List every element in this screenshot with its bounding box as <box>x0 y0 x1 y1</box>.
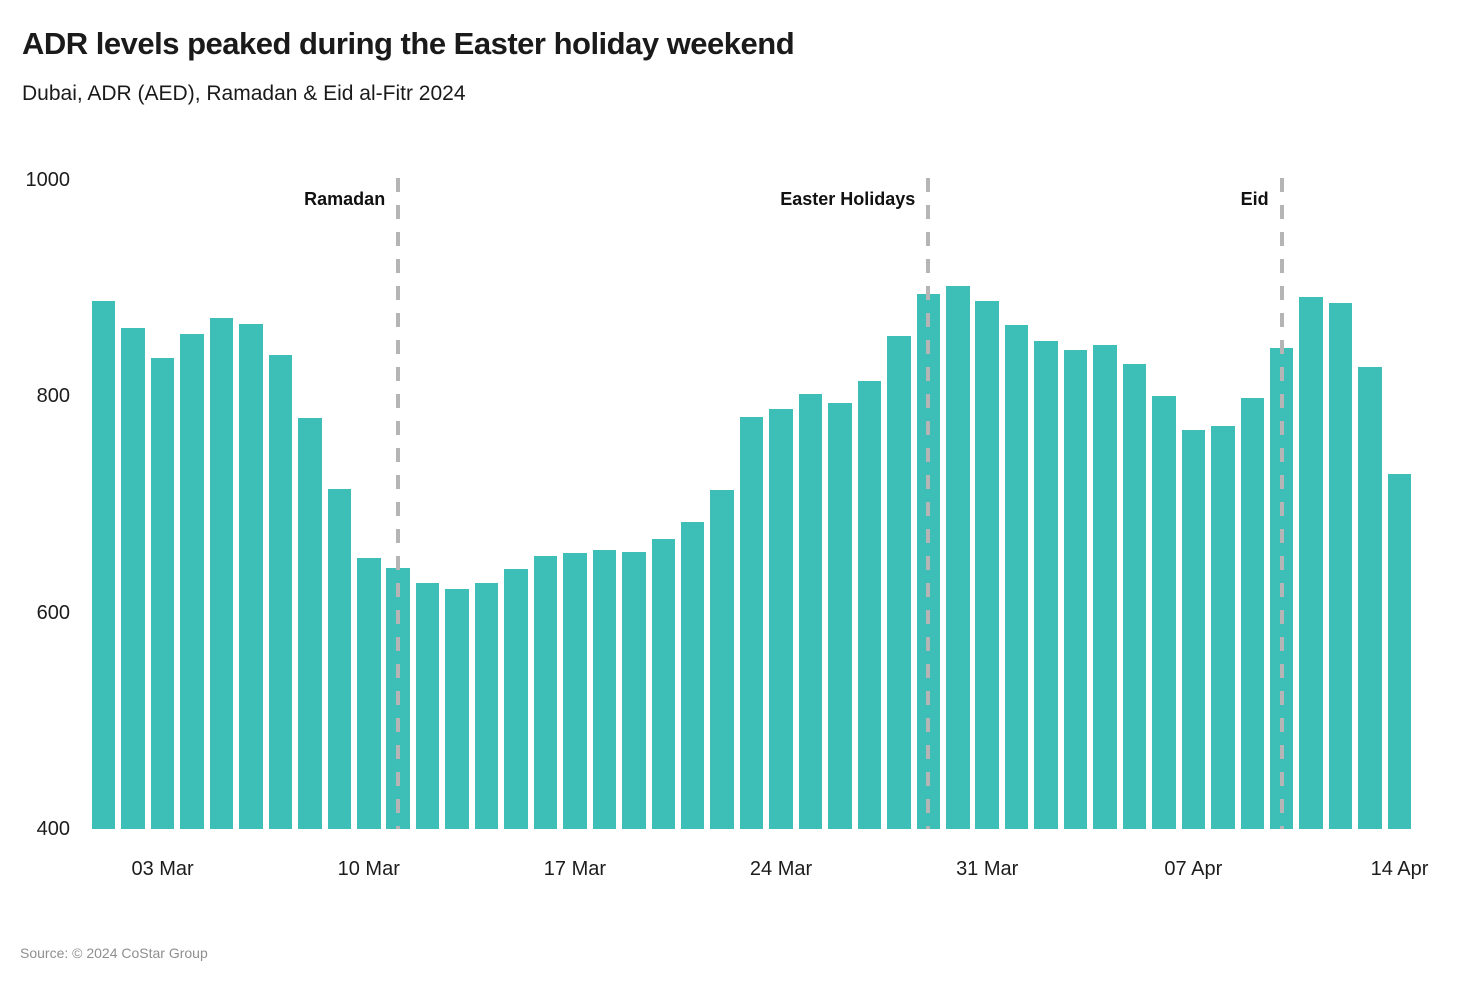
bar-26-mar <box>828 402 852 829</box>
bar-04-mar <box>180 333 204 829</box>
x-tick-label-24-mar: 24 Mar <box>749 858 813 880</box>
bar-25-mar <box>798 394 823 829</box>
bar-20-mar <box>651 539 675 829</box>
bar-09-apr <box>1240 398 1264 829</box>
page-subtitle: Dubai, ADR (AED), Ramadan & Eid al-Fitr … <box>22 82 466 105</box>
x-tick-label-17-mar: 17 Mar <box>543 858 607 880</box>
bar-21-mar <box>680 521 705 829</box>
bar-30-mar <box>946 286 970 829</box>
bar-16-mar <box>533 556 558 829</box>
bar-27-mar <box>857 381 882 829</box>
y-tick-label-800: 800 <box>36 385 70 408</box>
y-tick-label-1000: 1000 <box>25 169 71 191</box>
bar-19-mar <box>622 552 646 829</box>
bar-03-mar <box>150 358 175 829</box>
bar-11-apr <box>1299 296 1323 829</box>
bar-07-apr <box>1181 429 1206 829</box>
ramadan-divider-line <box>396 178 401 829</box>
bar-31-mar <box>975 301 999 829</box>
bar-15-mar <box>504 569 528 829</box>
eid-divider-line <box>1279 178 1284 829</box>
bar-07-mar <box>268 355 293 829</box>
ramadan-annotation-label: Ramadan <box>304 189 386 209</box>
bar-09-mar <box>327 489 352 829</box>
bar-14-mar <box>474 583 499 829</box>
bar-03-apr <box>1063 349 1088 829</box>
bar-05-mar <box>209 318 234 829</box>
bar-28-mar <box>887 335 911 829</box>
easter-holidays-annotation-label: Easter Holidays <box>780 189 916 209</box>
bar-08-mar <box>298 417 322 829</box>
bar-05-apr <box>1122 363 1147 829</box>
bar-10-mar <box>357 557 381 829</box>
bar-17-mar <box>563 553 587 829</box>
y-tick-label-600: 600 <box>36 601 70 624</box>
bar-02-apr <box>1034 341 1058 829</box>
bar-06-apr <box>1152 396 1176 829</box>
bar-06-mar <box>239 323 263 829</box>
bar-02-mar <box>121 328 145 829</box>
bar-18-mar <box>592 549 617 829</box>
bar-22-mar <box>710 490 734 829</box>
bar-12-mar <box>415 583 440 829</box>
bar-04-apr <box>1093 345 1117 829</box>
bar-13-mar <box>445 588 469 829</box>
adr-bar-chart: ADR levels peaked during the Easter holi… <box>22 26 1429 880</box>
x-tick-label-14-apr: 14 Apr <box>1370 858 1429 880</box>
x-tick-label-07-apr: 07 Apr <box>1164 858 1223 880</box>
bar-12-apr <box>1328 303 1353 829</box>
x-tick-label-03-mar: 03 Mar <box>131 858 194 880</box>
bar-01-mar <box>91 301 116 829</box>
bar-23-mar <box>739 416 764 829</box>
easter-holidays-divider-line <box>926 178 931 829</box>
x-tick-label-31-mar: 31 Mar <box>956 858 1019 880</box>
bar-24-mar <box>769 409 793 829</box>
y-tick-label-400: 400 <box>36 818 70 840</box>
bar-08-apr <box>1211 425 1235 829</box>
bar-13-apr <box>1358 367 1382 829</box>
bar-14-apr <box>1387 474 1412 829</box>
eid-annotation-label: Eid <box>1240 189 1269 209</box>
source-credit: Source: © 2024 CoStar Group <box>20 945 208 961</box>
page-title: ADR levels peaked during the Easter holi… <box>22 26 795 61</box>
x-tick-label-10-mar: 10 Mar <box>337 858 400 880</box>
bar-01-apr <box>1004 324 1029 829</box>
